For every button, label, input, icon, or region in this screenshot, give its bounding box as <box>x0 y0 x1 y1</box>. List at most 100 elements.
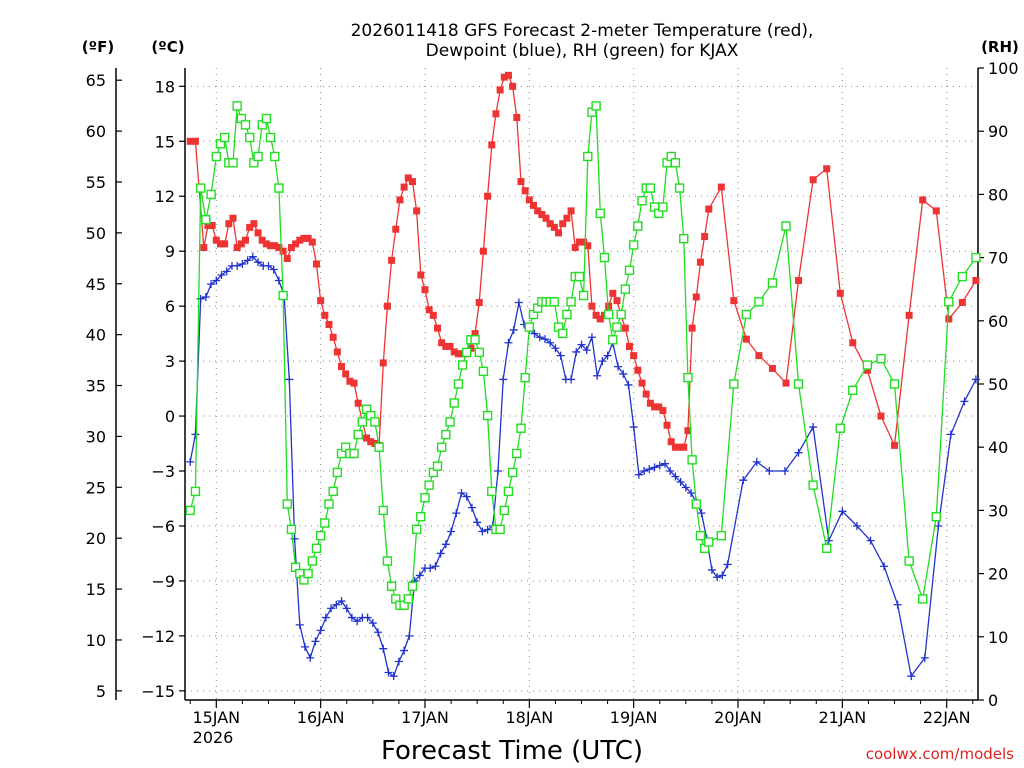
year-label: 2026 <box>193 728 234 747</box>
temperature-point <box>308 238 316 246</box>
temperature-point <box>246 223 254 231</box>
temperature-point <box>563 214 571 222</box>
rh-point <box>670 158 681 168</box>
dewpoint-point <box>666 467 675 476</box>
rh-point <box>386 581 397 591</box>
rh-point <box>835 423 845 433</box>
rh-point <box>324 499 334 509</box>
temperature-point <box>823 165 831 173</box>
temperature-point <box>584 242 592 250</box>
rh-point <box>378 505 388 516</box>
dewpoint-series <box>186 252 980 681</box>
temperature-point <box>338 363 346 371</box>
dewpoint-point <box>509 325 518 334</box>
dewpoint-point <box>893 600 902 609</box>
temperature-point <box>891 441 899 449</box>
dewpoint-point <box>572 347 581 356</box>
dewpoint-point <box>201 292 210 301</box>
temperature-point <box>768 364 776 372</box>
temperature-point <box>559 220 567 228</box>
dewpoint-point <box>342 604 351 613</box>
dewpoint-point <box>546 338 555 347</box>
temperature-point <box>795 276 803 284</box>
rh-point <box>374 442 384 452</box>
temperature-point <box>730 297 738 305</box>
temperature-point <box>388 256 396 264</box>
dewpoint-point <box>436 549 445 558</box>
dewpoint-point <box>186 457 195 466</box>
rh-point <box>729 379 739 389</box>
fahrenheit-tick-label: 15 <box>86 580 106 599</box>
rh-point <box>603 309 614 320</box>
dewpoint-point <box>207 280 216 289</box>
rh-point <box>420 493 430 503</box>
x-tick-label: 17JAN <box>401 708 449 727</box>
rh-point <box>931 512 941 522</box>
temperature-point <box>325 320 333 328</box>
rh-point <box>683 372 693 383</box>
rh-point <box>357 417 368 427</box>
rh-point <box>566 297 576 307</box>
temperature-point <box>542 214 550 222</box>
fahrenheit-tick-label: 25 <box>86 478 106 497</box>
temperature-point <box>755 352 763 360</box>
rh-point <box>512 448 522 459</box>
temperature-point <box>438 339 446 347</box>
temperature-point <box>671 443 679 451</box>
temperature-point <box>262 240 270 248</box>
dewpoint-point <box>598 357 607 366</box>
rh-point <box>424 480 434 490</box>
dewpoint-point <box>254 258 263 267</box>
dewpoint-point <box>196 294 205 303</box>
series-layer <box>185 71 981 681</box>
dewpoint-point <box>327 604 336 613</box>
temperature-point <box>333 348 341 356</box>
temperature-point <box>186 137 194 145</box>
rh-point <box>487 486 497 497</box>
rh-point <box>445 417 455 427</box>
dewpoint-point <box>222 267 231 276</box>
temperature-point <box>446 342 454 350</box>
rh-point <box>195 183 206 193</box>
dewpoint-point <box>295 620 304 629</box>
temperature-point <box>312 260 320 268</box>
dewpoint-point <box>426 564 435 573</box>
temperature-point <box>546 220 554 228</box>
rh-point <box>524 322 535 332</box>
celsius-tick-label: 18 <box>155 77 175 96</box>
dewpoint-point <box>431 562 440 571</box>
temperature-point <box>809 176 817 184</box>
rh-point <box>382 556 393 566</box>
dewpoint-point <box>494 467 503 476</box>
temperature-point <box>919 196 927 204</box>
temperature-point <box>525 196 533 204</box>
rh-point <box>599 252 610 263</box>
temperature-point <box>254 229 262 237</box>
temperature-point <box>267 242 275 250</box>
temperature-point <box>646 399 654 407</box>
grid-lines <box>185 68 978 700</box>
temperature-point <box>680 443 688 451</box>
dewpoint-point <box>332 600 341 609</box>
temperature-point <box>696 258 704 266</box>
dewpoint-point <box>405 631 414 640</box>
x-tick-label: 21JAN <box>818 708 866 727</box>
temperature-point <box>717 183 725 191</box>
rh-point <box>645 183 656 193</box>
temperature-point <box>321 311 329 319</box>
rh-point <box>353 429 363 440</box>
axis-unit-rh: (RH) <box>981 38 1019 56</box>
temperature-point <box>208 222 216 230</box>
rh-point <box>695 530 706 541</box>
celsius-tick-label: −15 <box>141 682 175 701</box>
dewpoint-point <box>389 672 398 681</box>
rh-point <box>470 335 480 345</box>
temperature-point <box>479 247 487 255</box>
rh-point <box>944 297 954 307</box>
dewpoint-point <box>866 536 875 545</box>
dewpoint-point <box>681 483 690 492</box>
dewpoint-point <box>577 340 586 349</box>
dewpoint-point <box>660 459 669 468</box>
temperature-point <box>404 174 412 182</box>
temperature-point <box>592 311 600 319</box>
